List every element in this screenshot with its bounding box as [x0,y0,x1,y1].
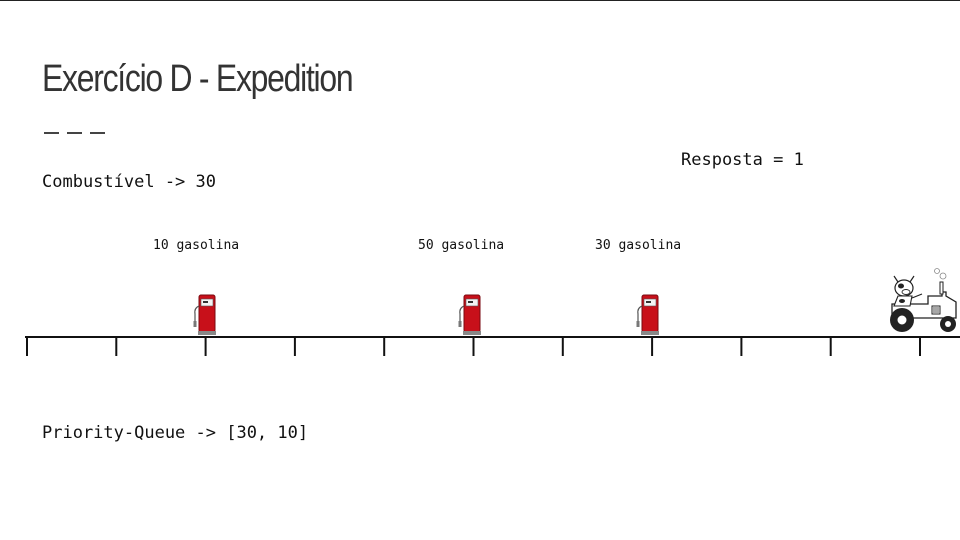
route-ticks [26,337,921,356]
tractor-icon [890,268,957,332]
gas-pump-icon [458,294,481,335]
top-border [0,0,960,1]
gas-pump-icon [193,294,216,335]
station-label-1: 10 gasolina [153,238,240,253]
station-label-2: 50 gasolina [418,238,505,253]
fuel-text: Combustível -> 30 [42,172,216,192]
gas-pump-icon [636,294,659,335]
priority-queue-text: Priority-Queue -> [30, 10] [42,423,309,443]
answer-text: Resposta = 1 [681,150,804,170]
title-underline-dashes [44,132,106,134]
station-label-3: 30 gasolina [595,238,682,253]
slide-title: Exercício D - Expedition [42,58,354,100]
